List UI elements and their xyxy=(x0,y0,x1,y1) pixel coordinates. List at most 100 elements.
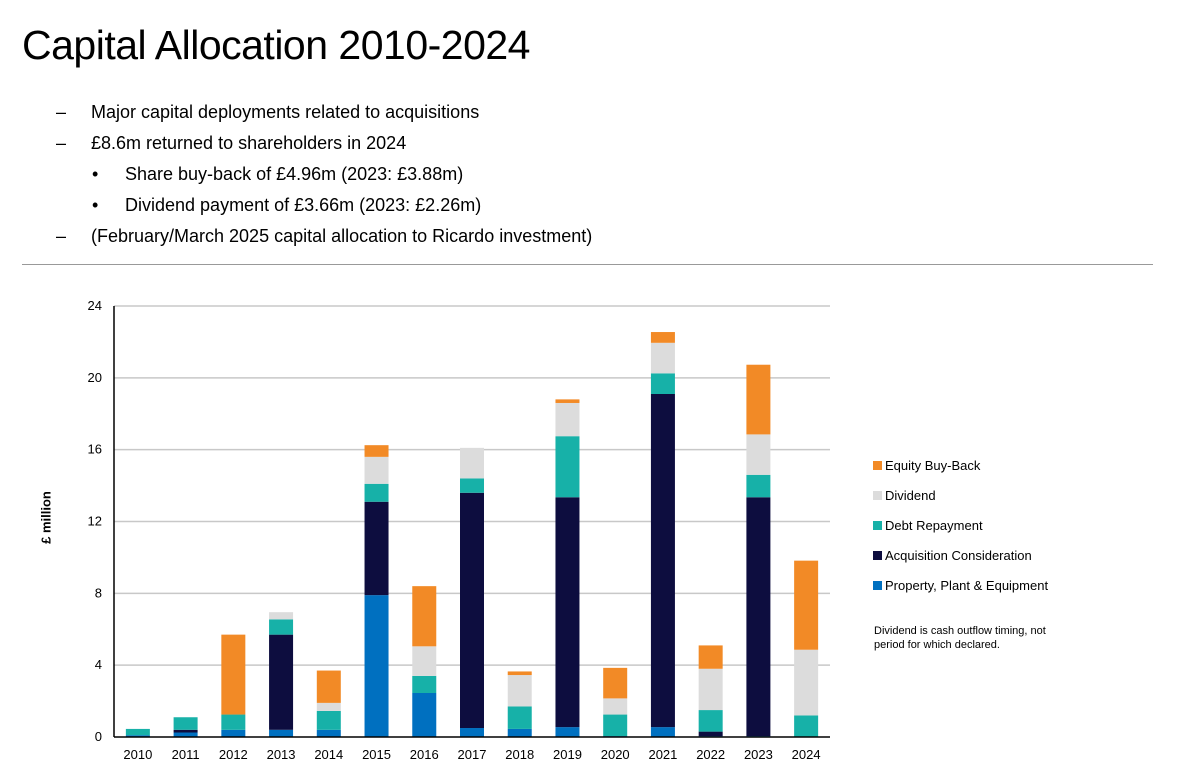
x-tick-label: 2019 xyxy=(553,747,582,762)
bar-segment-dividend xyxy=(794,649,819,716)
bar-segment-acquisition-consideration xyxy=(269,634,294,730)
bar-segment-acquisition-consideration xyxy=(698,731,723,737)
bar-segment-property-plant-equipment xyxy=(173,732,198,737)
x-tick-label: 2022 xyxy=(696,747,725,762)
bar-segment-equity-buy-back xyxy=(364,445,389,457)
bullet-text: £8.6m returned to shareholders in 2024 xyxy=(91,133,407,153)
bullet-text: (February/March 2025 capital allocation … xyxy=(91,226,593,246)
bar-segment-dividend xyxy=(555,402,580,437)
bullet-marker: – xyxy=(56,226,67,246)
bar-segment-dividend xyxy=(746,434,771,475)
bar-segment-equity-buy-back xyxy=(794,560,819,650)
bar-segment-equity-buy-back xyxy=(603,667,628,699)
bullet-marker: – xyxy=(56,102,67,122)
x-tick-label: 2015 xyxy=(362,747,391,762)
x-tick-label: 2018 xyxy=(505,747,534,762)
y-tick-label: 16 xyxy=(88,442,102,457)
bar-segment-property-plant-equipment xyxy=(316,729,341,737)
divider xyxy=(22,264,1153,265)
bar-segment-dividend xyxy=(412,646,437,676)
legend-item: Debt Repayment xyxy=(873,518,983,533)
x-tick-label: 2024 xyxy=(792,747,821,762)
y-tick-label: 0 xyxy=(95,729,102,744)
bar-segment-dividend xyxy=(269,612,294,620)
bar-segment-debt-repayment xyxy=(221,714,246,730)
bullet-text: Dividend payment of £3.66m (2023: £2.26m… xyxy=(125,195,482,215)
y-tick-label: 12 xyxy=(88,514,102,529)
bullet-marker: – xyxy=(56,133,67,153)
legend-label: Property, Plant & Equipment xyxy=(885,578,1049,593)
bar-segment-debt-repayment xyxy=(125,728,150,736)
bar-segment-acquisition-consideration xyxy=(746,497,771,737)
x-tick-label: 2021 xyxy=(648,747,677,762)
bar-segment-property-plant-equipment xyxy=(412,693,437,737)
bar-segment-property-plant-equipment xyxy=(125,735,150,737)
bar-segment-dividend xyxy=(316,702,341,711)
bar-segment-debt-repayment xyxy=(794,715,819,737)
bar-segment-acquisition-consideration xyxy=(555,497,580,728)
bar-segment-equity-buy-back xyxy=(412,586,437,647)
y-axis-label: £ million xyxy=(38,491,54,544)
legend-item: Property, Plant & Equipment xyxy=(873,578,1048,593)
legend-swatch xyxy=(873,491,882,500)
bar-segment-property-plant-equipment xyxy=(269,729,294,737)
bar-segment-acquisition-consideration xyxy=(173,729,198,733)
legend-item: Acquisition Consideration xyxy=(873,548,1032,563)
bar-segment-equity-buy-back xyxy=(507,671,532,676)
bar-segment-equity-buy-back xyxy=(650,332,675,343)
x-tick-label: 2017 xyxy=(458,747,487,762)
bullet-text: Major capital deployments related to acq… xyxy=(91,102,480,122)
bar-segment-debt-repayment xyxy=(507,706,532,729)
legend-item: Dividend xyxy=(873,488,936,503)
legend-label: Debt Repayment xyxy=(885,518,983,533)
legend-swatch xyxy=(873,581,882,590)
bar-segment-property-plant-equipment xyxy=(364,595,389,737)
y-tick-label: 20 xyxy=(88,370,102,385)
bar-segment-debt-repayment xyxy=(555,436,580,498)
bar-segment-equity-buy-back xyxy=(555,399,580,403)
bar-segment-property-plant-equipment xyxy=(507,728,532,737)
bar-segment-dividend xyxy=(460,447,484,479)
bar-segment-property-plant-equipment xyxy=(555,727,580,737)
y-tick-label: 4 xyxy=(95,657,102,672)
page-title: Capital Allocation 2010-2024 xyxy=(22,22,531,68)
bar-segment-debt-repayment xyxy=(173,717,198,730)
x-tick-label: 2013 xyxy=(267,747,296,762)
bar-segment-acquisition-consideration xyxy=(364,501,389,596)
bullet-text: Share buy-back of £4.96m (2023: £3.88m) xyxy=(125,164,464,184)
bar-segment-debt-repayment xyxy=(316,710,341,730)
x-tick-label: 2011 xyxy=(172,747,200,762)
bar-segment-debt-repayment xyxy=(460,478,484,493)
x-tick-label: 2014 xyxy=(314,747,343,762)
legend-swatch xyxy=(873,521,882,530)
bar-segment-property-plant-equipment xyxy=(221,729,246,737)
chart-note: Dividend is cash outflow timing, not per… xyxy=(874,625,1046,651)
bar-segment-debt-repayment xyxy=(698,710,723,732)
bar-segment-debt-repayment xyxy=(412,675,437,694)
bar-segment-equity-buy-back xyxy=(221,634,246,715)
bar-segment-debt-repayment xyxy=(269,619,294,635)
bar-segment-equity-buy-back xyxy=(698,645,723,669)
bar-segment-dividend xyxy=(698,668,723,711)
y-tick-label: 24 xyxy=(88,298,102,313)
bar-segment-acquisition-consideration xyxy=(650,393,675,728)
x-tick-label: 2020 xyxy=(601,747,630,762)
legend-swatch xyxy=(873,461,882,470)
bar-segment-debt-repayment xyxy=(364,483,389,502)
x-tick-label: 2023 xyxy=(744,747,773,762)
bar-segment-dividend xyxy=(364,456,389,484)
legend-label: Acquisition Consideration xyxy=(885,548,1032,563)
bar-segment-equity-buy-back xyxy=(746,364,771,435)
bar-segment-property-plant-equipment xyxy=(650,727,675,737)
y-tick-label: 8 xyxy=(95,585,102,600)
bar-segment-debt-repayment xyxy=(603,714,628,737)
bar-segment-dividend xyxy=(650,342,675,374)
x-tick-label: 2010 xyxy=(123,747,152,762)
bullet-marker: • xyxy=(92,195,99,215)
x-tick-label: 2012 xyxy=(219,747,248,762)
bar-segment-debt-repayment xyxy=(746,474,771,498)
bar-segment-dividend xyxy=(603,698,628,715)
bar-segment-dividend xyxy=(507,675,532,707)
bar-segment-acquisition-consideration xyxy=(460,492,484,729)
